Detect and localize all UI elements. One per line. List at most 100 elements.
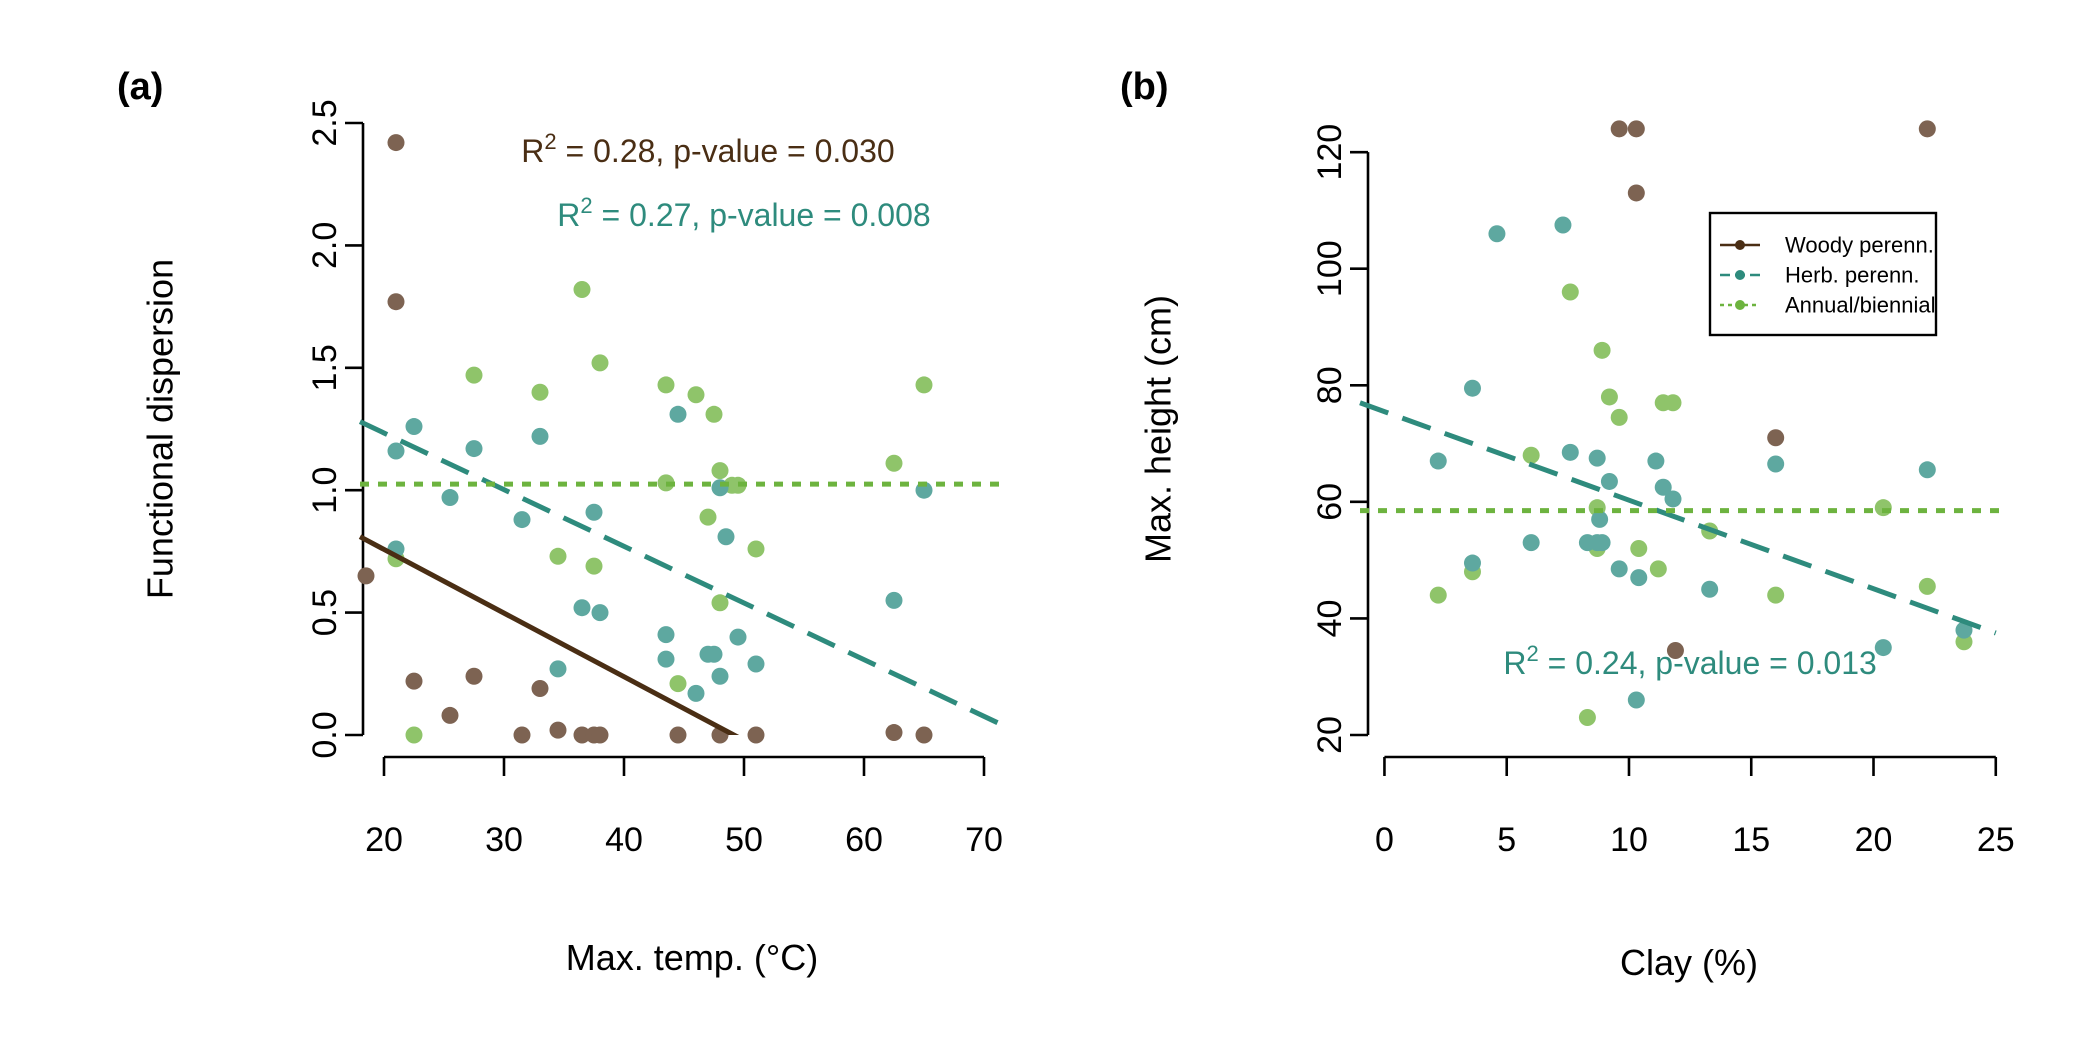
point-herb — [717, 528, 735, 546]
annotation-woody: R2 = 0.28, p-value = 0.030 — [521, 129, 894, 169]
point-annual — [687, 386, 705, 404]
point-woody — [669, 726, 687, 744]
x-axis-title: Clay (%) — [1620, 942, 1758, 983]
y-tick-label: 20 — [1311, 716, 1349, 754]
y-tick-label: 80 — [1311, 366, 1349, 404]
point-woody — [531, 679, 549, 697]
legend-marker-herb — [1735, 270, 1745, 280]
point-annual — [705, 405, 723, 423]
point-herb — [1554, 216, 1572, 234]
point-woody — [405, 672, 423, 690]
point-annual — [1610, 408, 1628, 426]
point-woody — [357, 567, 375, 585]
point-annual — [1561, 283, 1579, 301]
point-herb — [1647, 452, 1665, 470]
y-tick-label: 0.5 — [306, 589, 344, 636]
point-woody — [915, 726, 933, 744]
panel-label: (a) — [117, 66, 163, 108]
point-annual — [711, 462, 729, 480]
point-herb — [1955, 621, 1973, 639]
point-herb — [1600, 472, 1618, 490]
point-annual — [549, 547, 567, 565]
point-herb — [1588, 449, 1606, 467]
point-woody — [1918, 120, 1936, 138]
point-herb — [687, 684, 705, 702]
point-herb — [405, 418, 423, 436]
point-herb — [1664, 490, 1682, 508]
y-tick-label: 2.5 — [306, 99, 344, 146]
panel-b: 20 40 60 80 100 120 0 5 10 15 20 25 Clay (%) Max. hei… — [1120, 66, 2015, 983]
point-herb — [705, 645, 723, 663]
point-herb — [1522, 534, 1540, 552]
point-herb — [1463, 379, 1481, 397]
point-herb — [387, 442, 405, 460]
legend-marker-woody — [1735, 240, 1745, 250]
point-herb — [591, 604, 609, 622]
point-annual — [1630, 539, 1648, 557]
x-tick-label: 50 — [725, 821, 763, 859]
point-herb — [669, 405, 687, 423]
point-herb — [1701, 580, 1719, 598]
point-woody — [1627, 120, 1645, 138]
y-tick-label: 1.0 — [306, 467, 344, 514]
point-herb — [1429, 452, 1447, 470]
point-annual — [591, 354, 609, 372]
point-herb — [513, 511, 531, 529]
point-woody — [885, 724, 903, 742]
point-herb — [657, 650, 675, 668]
point-annual — [1664, 394, 1682, 412]
y-tick-label: 40 — [1311, 600, 1349, 638]
point-woody — [591, 726, 609, 744]
point-herb — [729, 628, 747, 646]
point-annual — [531, 383, 549, 401]
y-tick-label: 1.5 — [306, 344, 344, 391]
point-herb — [1610, 560, 1628, 578]
point-annual — [669, 675, 687, 693]
point-herb — [465, 440, 483, 458]
y-tick-label: 60 — [1311, 483, 1349, 521]
x-tick-label: 70 — [965, 821, 1003, 859]
point-herb — [657, 626, 675, 644]
x-tick-label: 60 — [845, 821, 883, 859]
point-annual — [657, 376, 675, 394]
point-annual — [1600, 388, 1618, 406]
x-tick-label: 20 — [365, 821, 403, 859]
point-herb — [885, 591, 903, 609]
point-woody — [441, 706, 459, 724]
point-woody — [1666, 641, 1684, 659]
point-annual — [573, 280, 591, 298]
y-tick-label: 2.0 — [306, 222, 344, 269]
point-herb — [1591, 510, 1609, 528]
point-annual — [585, 557, 603, 575]
point-herb — [747, 655, 765, 673]
point-woody — [1627, 184, 1645, 202]
point-annual — [915, 376, 933, 394]
point-herb — [711, 667, 729, 685]
x-tick-label: 15 — [1732, 821, 1770, 859]
x-tick-label: 40 — [605, 821, 643, 859]
point-herb — [1561, 443, 1579, 461]
point-herb — [1767, 455, 1785, 473]
fit-line-herb — [1359, 400, 1997, 636]
point-annual — [465, 366, 483, 384]
point-woody — [549, 721, 567, 739]
point-annual — [1918, 577, 1936, 595]
point-woody — [1610, 120, 1628, 138]
point-annual — [405, 726, 423, 744]
point-herb — [1874, 639, 1892, 657]
point-woody — [465, 667, 483, 685]
point-woody — [1767, 429, 1785, 447]
annotation-herb: R2 = 0.27, p-value = 0.008 — [557, 193, 930, 233]
x-tick-label: 20 — [1855, 821, 1893, 859]
point-herb — [1654, 478, 1672, 496]
legend-label-herb: Herb. perenn. — [1785, 263, 1920, 288]
point-annual — [1874, 499, 1892, 517]
point-herb — [1627, 691, 1645, 709]
point-woody — [747, 726, 765, 744]
point-annual — [1955, 633, 1973, 651]
x-tick-label: 25 — [1977, 821, 2015, 859]
y-axis-title: Functional dispersion — [140, 259, 181, 599]
x-tick-label: 30 — [485, 821, 523, 859]
point-annual — [1593, 341, 1611, 359]
